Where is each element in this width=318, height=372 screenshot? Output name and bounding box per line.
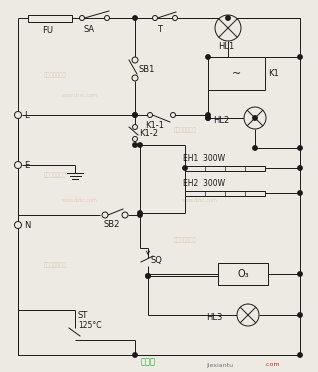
Text: 维库电子市场网: 维库电子市场网 — [44, 262, 66, 268]
Circle shape — [298, 146, 302, 150]
Circle shape — [15, 161, 22, 169]
Text: E: E — [24, 160, 29, 170]
Text: SB2: SB2 — [103, 219, 119, 228]
Circle shape — [138, 143, 142, 147]
Circle shape — [206, 113, 210, 117]
Text: HL2: HL2 — [213, 115, 229, 125]
Text: SQ: SQ — [151, 256, 163, 264]
Text: K1: K1 — [268, 69, 279, 78]
Text: 接线图: 接线图 — [141, 357, 156, 366]
Text: www.dzsc.com: www.dzsc.com — [182, 198, 218, 202]
Circle shape — [15, 112, 22, 119]
Text: HL1: HL1 — [218, 42, 234, 51]
Bar — [185, 190, 265, 196]
Text: K1-1: K1-1 — [145, 121, 164, 129]
Circle shape — [80, 16, 85, 20]
Circle shape — [138, 211, 142, 215]
Text: FU: FU — [43, 26, 53, 35]
Text: www.dzsc.com: www.dzsc.com — [62, 93, 98, 97]
Circle shape — [133, 353, 137, 357]
Text: EH1  300W: EH1 300W — [183, 154, 225, 163]
Circle shape — [206, 116, 210, 120]
Circle shape — [138, 213, 142, 217]
Text: SB1: SB1 — [139, 64, 156, 74]
Text: www.dzsc.com: www.dzsc.com — [62, 198, 98, 202]
Text: ST: ST — [78, 311, 88, 320]
Circle shape — [133, 113, 137, 117]
Circle shape — [122, 212, 128, 218]
Text: 维库电子市场网: 维库电子市场网 — [174, 237, 197, 243]
Circle shape — [133, 113, 137, 117]
Text: K1-2: K1-2 — [139, 128, 158, 138]
Circle shape — [170, 112, 176, 118]
Text: 维库电子市场网: 维库电子市场网 — [174, 127, 197, 133]
Bar — [185, 166, 265, 170]
Text: N: N — [24, 221, 31, 230]
Circle shape — [133, 137, 137, 141]
Circle shape — [153, 16, 157, 20]
Circle shape — [132, 75, 138, 81]
Circle shape — [183, 166, 187, 170]
Text: 125°C: 125°C — [78, 321, 101, 330]
Circle shape — [133, 143, 137, 147]
Circle shape — [298, 313, 302, 317]
Text: 维库电子市场网: 维库电子市场网 — [44, 172, 66, 178]
Circle shape — [133, 16, 137, 20]
Circle shape — [146, 274, 150, 278]
Circle shape — [102, 212, 108, 218]
Circle shape — [298, 191, 302, 195]
Circle shape — [226, 16, 230, 20]
Bar — [218, 263, 268, 285]
Bar — [208, 57, 265, 90]
Circle shape — [146, 274, 150, 278]
Text: T: T — [157, 25, 162, 33]
Circle shape — [298, 166, 302, 170]
Text: jiexiantu: jiexiantu — [206, 362, 233, 368]
Circle shape — [105, 16, 109, 20]
Text: SA: SA — [84, 25, 95, 33]
Text: HL3: HL3 — [206, 312, 222, 321]
Circle shape — [132, 57, 138, 63]
Circle shape — [298, 272, 302, 276]
Circle shape — [298, 55, 302, 59]
Bar — [28, 15, 72, 22]
Circle shape — [237, 304, 259, 326]
Text: O₃: O₃ — [237, 269, 249, 279]
Text: ~: ~ — [232, 68, 241, 78]
Circle shape — [133, 125, 137, 129]
Circle shape — [215, 15, 241, 41]
Text: L: L — [24, 110, 29, 119]
Circle shape — [298, 353, 302, 357]
Text: EH2  300W: EH2 300W — [183, 179, 225, 187]
Circle shape — [148, 112, 153, 118]
Circle shape — [244, 107, 266, 129]
Circle shape — [206, 55, 210, 59]
Text: .com: .com — [264, 362, 280, 368]
Circle shape — [253, 146, 257, 150]
Circle shape — [15, 221, 22, 228]
Circle shape — [206, 116, 210, 120]
Circle shape — [172, 16, 177, 20]
Text: 维库电子市场网: 维库电子市场网 — [44, 72, 66, 78]
Circle shape — [253, 116, 257, 120]
